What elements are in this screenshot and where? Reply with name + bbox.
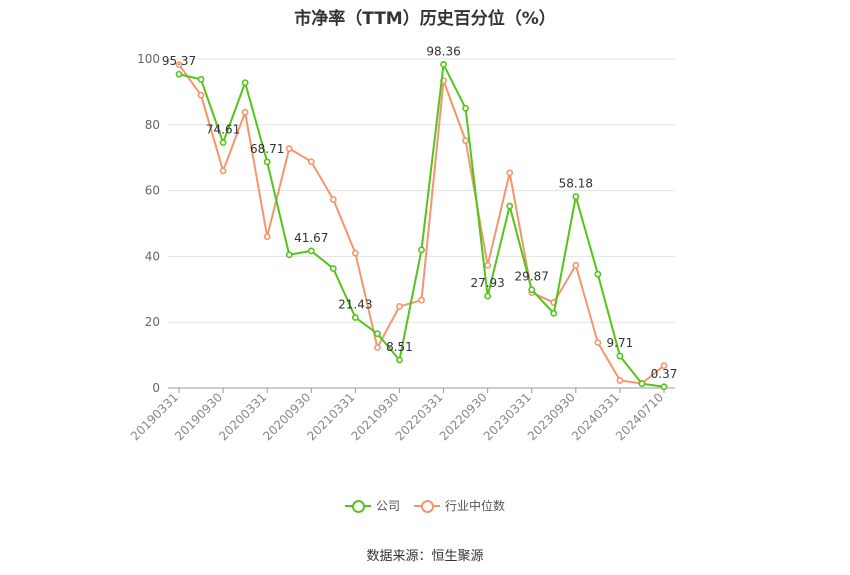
legend-swatch-company <box>344 499 371 513</box>
data-point-industry-median-3 <box>241 108 249 116</box>
y-tick-label-40: 40 <box>145 249 160 263</box>
data-point-industry-median-4 <box>263 233 271 241</box>
data-point-company-16 <box>528 286 536 294</box>
data-label-22: 0.37 <box>651 367 678 381</box>
data-point-industry-median-2 <box>219 167 227 175</box>
data-label-12: 98.36 <box>426 44 460 58</box>
data-point-company-21 <box>638 380 646 388</box>
data-label-0: 95.37 <box>162 54 196 68</box>
data-point-company-6 <box>307 247 315 255</box>
data-point-industry-median-13 <box>462 137 469 144</box>
data-point-industry-median-19 <box>594 339 602 346</box>
data-label-18: 58.18 <box>559 177 593 191</box>
data-point-industry-median-18 <box>572 261 580 269</box>
y-tick-label-0: 0 <box>152 381 160 395</box>
data-point-company-12 <box>440 60 447 68</box>
data-label-16: 29.87 <box>515 270 549 284</box>
data-point-company-1 <box>197 75 205 83</box>
data-point-industry-median-22 <box>660 362 668 370</box>
data-point-company-18 <box>572 193 580 200</box>
data-label-2: 74.61 <box>206 123 240 137</box>
x-tick-label-20240710: 20240710 <box>613 390 666 443</box>
chart-title: 市净率（TTM）历史百分位（%） <box>294 9 556 29</box>
data-source: 数据来源：恒生聚源 <box>366 549 484 564</box>
data-point-industry-median-0 <box>175 61 183 68</box>
data-point-company-3 <box>241 79 249 87</box>
y-tick-label-60: 60 <box>145 184 160 198</box>
data-point-company-2 <box>219 139 227 146</box>
legend-swatch-industry-median <box>414 499 440 513</box>
legend: 公司 行业中位数 <box>0 497 850 514</box>
series-line-company <box>178 63 665 388</box>
data-point-industry-median-6 <box>307 158 315 166</box>
data-point-company-17 <box>550 309 558 317</box>
data-label-8: 21.43 <box>338 297 372 311</box>
data-point-company-20 <box>616 352 624 360</box>
data-point-company-7 <box>329 265 337 272</box>
data-point-company-5 <box>285 251 293 259</box>
data-point-company-9 <box>374 330 381 338</box>
grid-layer <box>168 58 675 323</box>
y-tick-label-20: 20 <box>145 315 160 329</box>
data-point-industry-median-14 <box>484 261 492 269</box>
data-point-company-11 <box>418 246 425 254</box>
legend-item-company[interactable]: 公司 <box>344 497 400 514</box>
data-label-14: 27.93 <box>470 276 504 290</box>
data-point-company-13 <box>462 104 469 112</box>
data-label-10: 8.51 <box>386 340 413 354</box>
y-tick-label-100: 100 <box>137 52 160 66</box>
data-point-industry-median-20 <box>616 377 624 384</box>
data-point-industry-median-10 <box>396 303 403 310</box>
legend-label-industry-median: 行业中位数 <box>445 499 506 513</box>
legend-label-company: 公司 <box>375 499 400 513</box>
data-point-company-14 <box>484 292 492 300</box>
data-point-industry-median-5 <box>285 145 293 152</box>
data-label-6: 41.67 <box>294 231 328 245</box>
data-point-industry-median-8 <box>351 249 359 257</box>
data-point-industry-median-1 <box>197 91 205 99</box>
data-label-4: 68.71 <box>250 142 284 156</box>
series-layer <box>175 60 668 391</box>
data-point-industry-median-11 <box>418 296 425 304</box>
data-point-company-15 <box>506 202 514 210</box>
label-layer: 95.37 74.61 68.71 41.67 21.43 8.51 98.36 27.93 2… <box>162 44 678 380</box>
series-line-industry-median <box>178 64 665 385</box>
data-point-industry-median-9 <box>374 344 381 351</box>
y-tick-label-80: 80 <box>145 118 160 132</box>
data-point-company-10 <box>396 356 403 364</box>
data-point-company-8 <box>351 314 359 321</box>
data-point-industry-median-15 <box>506 169 514 177</box>
data-label-20: 9.71 <box>607 336 634 350</box>
data-point-industry-median-7 <box>329 196 337 203</box>
data-point-company-0 <box>175 70 183 78</box>
axis-layer: 0204060801002019033120190930202003312020… <box>128 52 675 443</box>
legend-item-industry-median[interactable]: 行业中位数 <box>414 497 505 514</box>
data-point-company-22 <box>660 383 668 391</box>
data-point-company-4 <box>263 158 271 166</box>
data-point-company-19 <box>594 270 602 278</box>
